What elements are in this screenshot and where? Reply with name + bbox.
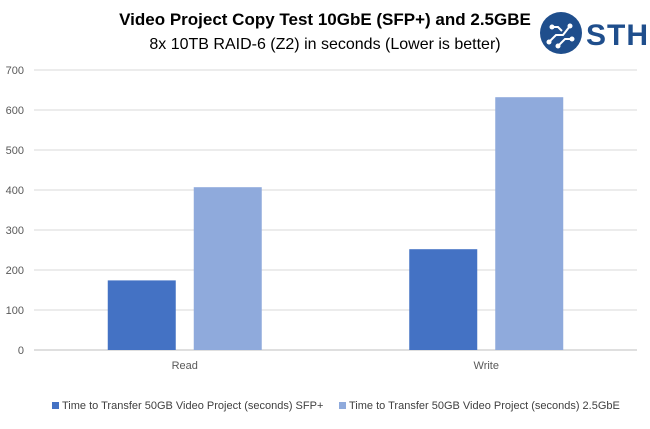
y-tick-label: 600: [6, 105, 24, 117]
y-tick-label: 100: [6, 305, 24, 317]
chart-title: Video Project Copy Test 10GbE (SFP+) and…: [119, 10, 531, 29]
y-tick-label: 400: [6, 185, 24, 197]
y-tick-label: 0: [18, 345, 24, 357]
y-tick-label: 500: [6, 145, 24, 157]
logo-text: STH: [586, 19, 649, 52]
y-axis-ticks: 0 100 200 300 400 500 600 700: [6, 65, 24, 357]
circuit-nodes: [546, 23, 575, 49]
circuit-globe-icon: [540, 12, 582, 54]
bar-write-series-1: [409, 249, 478, 350]
chart-subtitle: 8x 10TB RAID-6 (Z2) in seconds (Lower is…: [149, 36, 500, 53]
legend-swatch-2: [339, 402, 346, 409]
bar-write-series-2: [495, 97, 564, 350]
sth-logo: STH: [540, 12, 649, 54]
legend: Time to Transfer 50GB Video Project (sec…: [52, 400, 620, 412]
bars: [107, 97, 564, 350]
legend-label-2: Time to Transfer 50GB Video Project (sec…: [349, 400, 620, 412]
y-tick-label: 700: [6, 65, 24, 77]
y-tick-label: 300: [6, 225, 24, 237]
category-label: Write: [474, 360, 499, 372]
bar-read-series-1: [107, 280, 176, 350]
legend-label-1: Time to Transfer 50GB Video Project (sec…: [62, 400, 323, 412]
x-axis-categories: Read Write: [172, 360, 499, 372]
bar-read-series-2: [193, 187, 262, 350]
y-tick-label: 200: [6, 265, 24, 277]
legend-swatch-1: [52, 402, 59, 409]
category-label: Read: [172, 360, 198, 372]
